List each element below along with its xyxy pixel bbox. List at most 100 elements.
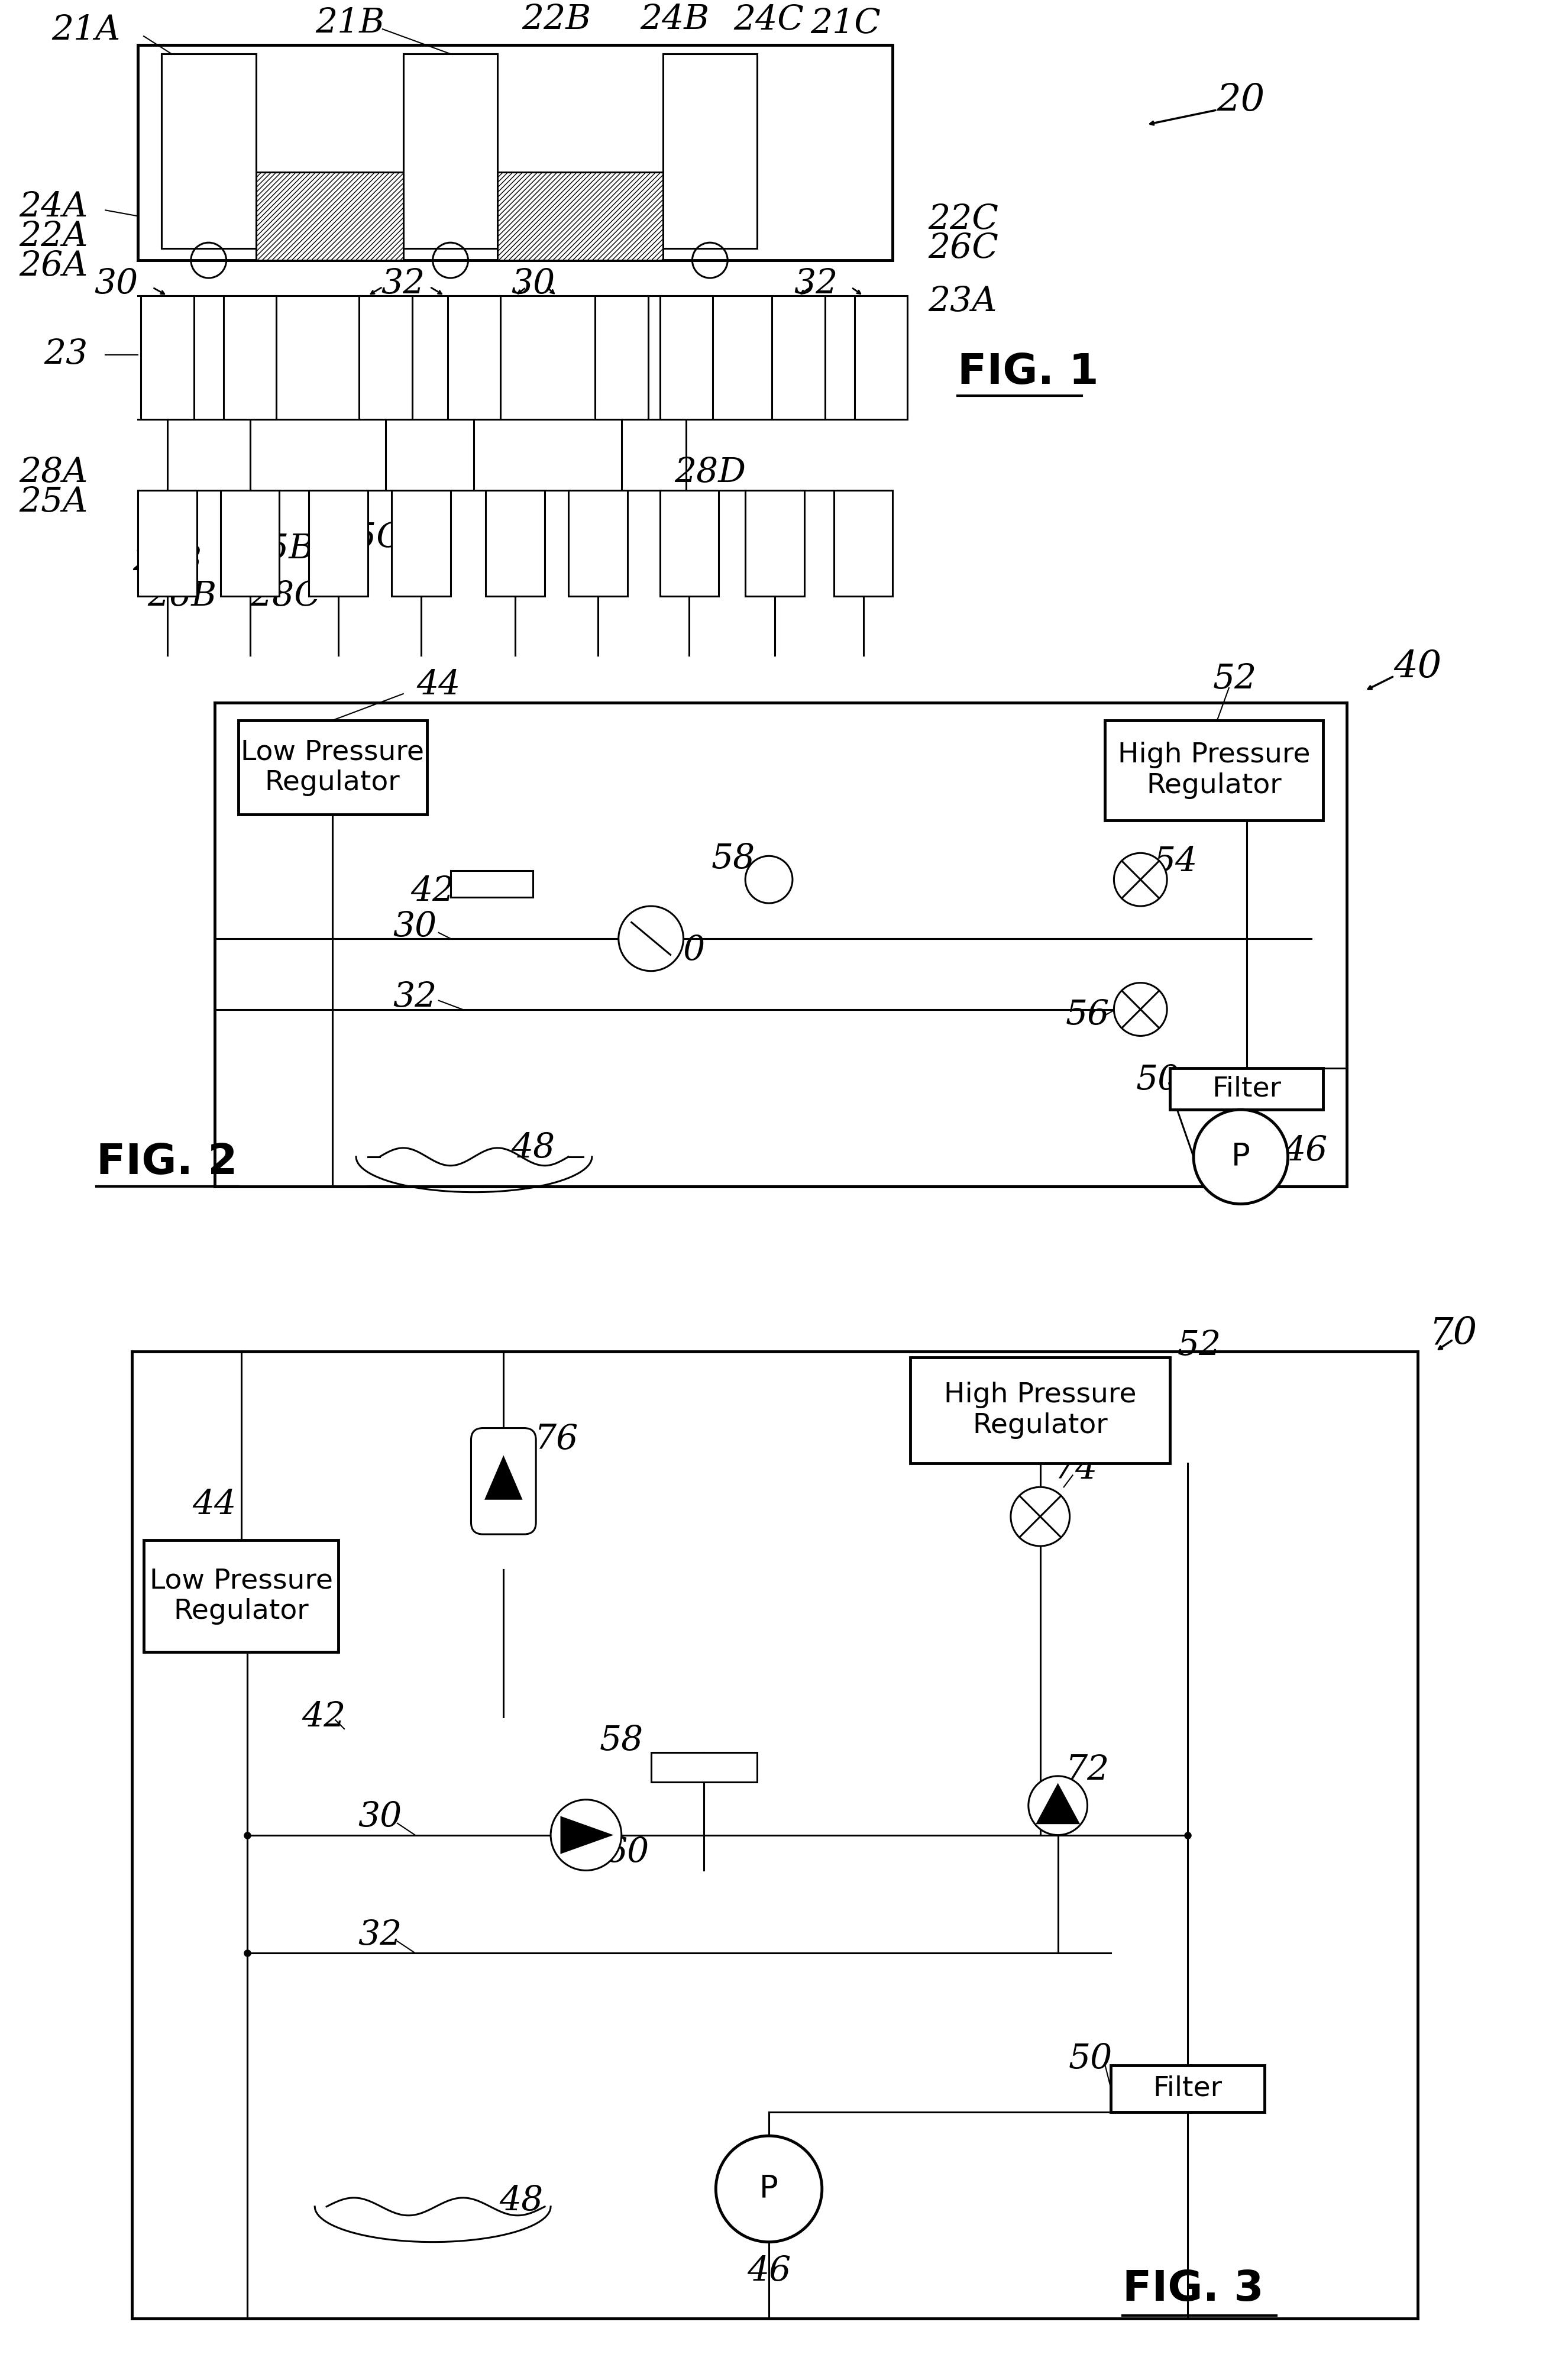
Text: 22A: 22A (19, 219, 87, 252)
Circle shape (1193, 1109, 1289, 1204)
Text: 74: 74 (1054, 1452, 1098, 1485)
Polygon shape (161, 55, 256, 248)
Text: 54: 54 (1154, 845, 1198, 878)
Bar (834, 490, 893, 597)
Text: Filter: Filter (1153, 2075, 1223, 2102)
Text: Filter: Filter (1212, 1076, 1281, 1102)
Text: 52: 52 (1212, 662, 1257, 695)
Text: 24C: 24C (734, 2, 804, 36)
Text: 60: 60 (606, 1835, 650, 1868)
Text: 70: 70 (1429, 1316, 1478, 1352)
Text: High Pressure
Regulator: High Pressure Regulator (943, 1383, 1137, 1440)
Circle shape (551, 1799, 622, 1871)
Text: 32: 32 (381, 267, 425, 300)
Text: 44: 44 (417, 669, 461, 702)
FancyBboxPatch shape (237, 721, 426, 814)
Bar (223, 295, 276, 419)
Bar (659, 295, 712, 419)
Polygon shape (498, 171, 662, 259)
Bar (569, 490, 628, 597)
Text: 50: 50 (1068, 2042, 1112, 2075)
Polygon shape (256, 171, 403, 259)
Text: 21B: 21B (316, 7, 384, 40)
Text: 40: 40 (1393, 650, 1442, 685)
Polygon shape (161, 55, 256, 248)
Text: 32: 32 (358, 1918, 401, 1952)
Polygon shape (1037, 1785, 1078, 1823)
Bar (392, 490, 450, 597)
Bar (595, 295, 648, 419)
Bar (659, 490, 719, 597)
Text: 22C: 22C (928, 202, 998, 236)
Polygon shape (561, 1818, 611, 1852)
Text: 28C: 28C (250, 581, 320, 614)
Text: FIG. 3: FIG. 3 (1123, 2268, 1264, 2309)
Text: 32: 32 (793, 267, 839, 300)
Text: 30: 30 (511, 267, 555, 300)
Text: 52: 52 (1178, 1328, 1221, 1361)
Text: 26C: 26C (928, 231, 998, 264)
Text: 58: 58 (600, 1723, 644, 1756)
Polygon shape (662, 55, 758, 248)
Text: P: P (759, 2173, 778, 2204)
Text: 23: 23 (44, 338, 87, 371)
Text: Low Pressure
Regulator: Low Pressure Regulator (150, 1568, 333, 1626)
Bar (745, 490, 804, 597)
Text: 48: 48 (500, 2185, 544, 2218)
Text: FIG. 2: FIG. 2 (97, 1142, 237, 1183)
Polygon shape (403, 55, 498, 248)
Polygon shape (486, 1457, 522, 1499)
Bar (447, 295, 500, 419)
Bar (486, 490, 545, 597)
Polygon shape (403, 55, 498, 248)
Text: 50: 50 (1136, 1064, 1181, 1097)
Bar (220, 490, 280, 597)
Text: 20: 20 (1217, 83, 1265, 119)
Text: 30: 30 (394, 909, 437, 942)
Text: 30: 30 (358, 1802, 401, 1835)
Text: 46: 46 (747, 2254, 790, 2287)
Text: High Pressure
Regulator: High Pressure Regulator (1118, 743, 1311, 800)
Text: 25C: 25C (333, 521, 403, 555)
Text: 26A: 26A (19, 250, 87, 283)
Text: 42: 42 (301, 1699, 345, 1733)
Text: 30: 30 (94, 267, 137, 300)
Text: 21C: 21C (811, 7, 881, 40)
Bar (359, 295, 412, 419)
Bar (137, 490, 197, 597)
Text: 25A: 25A (19, 486, 87, 519)
Circle shape (745, 857, 792, 902)
Text: 28A: 28A (19, 457, 87, 490)
Text: 42: 42 (411, 876, 455, 909)
Text: P: P (1231, 1142, 1250, 1173)
Circle shape (1011, 1487, 1070, 1547)
Bar (141, 295, 194, 419)
Bar (651, 1752, 758, 1783)
FancyBboxPatch shape (911, 1357, 1170, 1464)
Text: 48: 48 (511, 1130, 555, 1164)
Text: 25B: 25B (245, 533, 314, 566)
Text: 44: 44 (192, 1487, 236, 1521)
Text: 32: 32 (394, 981, 437, 1014)
Bar (450, 871, 533, 897)
Text: 23A: 23A (928, 286, 997, 319)
Circle shape (715, 2135, 822, 2242)
Text: 46: 46 (1284, 1135, 1328, 1169)
Text: 28D: 28D (675, 457, 745, 490)
Text: 26B: 26B (147, 581, 217, 614)
Text: 22B: 22B (522, 2, 592, 36)
FancyBboxPatch shape (1104, 721, 1323, 821)
Text: 24A: 24A (19, 190, 87, 224)
Text: 76: 76 (534, 1423, 578, 1457)
Circle shape (1114, 852, 1167, 907)
Bar (854, 295, 908, 419)
Polygon shape (137, 45, 893, 259)
Circle shape (619, 907, 684, 971)
Text: Low Pressure
Regulator: Low Pressure Regulator (241, 738, 425, 797)
Text: 56: 56 (1065, 1000, 1109, 1033)
Text: FIG. 1: FIG. 1 (958, 352, 1098, 393)
Bar (309, 490, 369, 597)
FancyBboxPatch shape (1170, 1069, 1323, 1109)
Polygon shape (137, 45, 893, 259)
FancyBboxPatch shape (144, 1540, 339, 1652)
